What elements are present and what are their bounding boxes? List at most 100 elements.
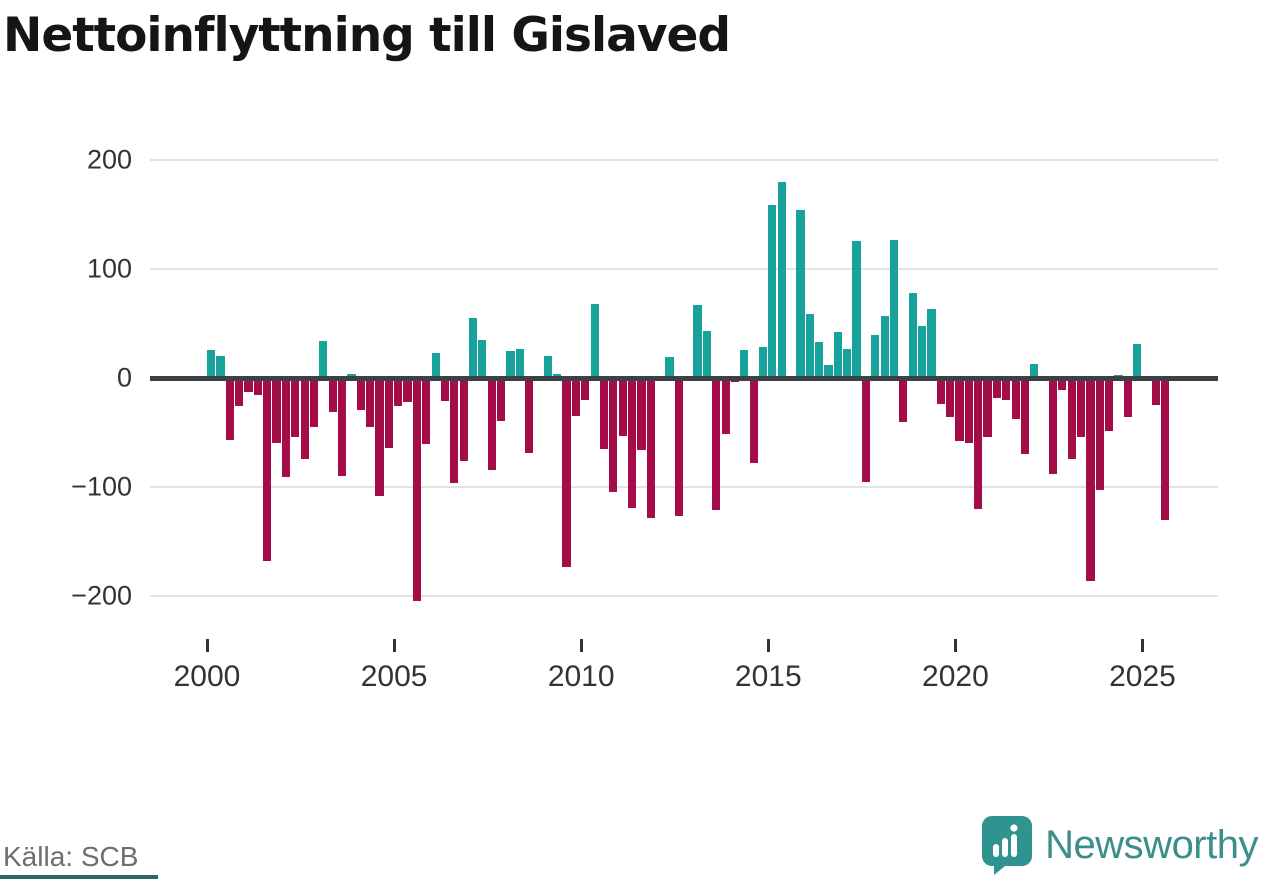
bar-negative [235,378,244,407]
bar-positive [553,373,562,378]
bar-negative [674,378,683,517]
bar-negative [263,378,272,562]
x-axis-label: 2010 [547,660,615,693]
bar-negative [1020,378,1030,455]
bar-positive [431,352,440,378]
bar-positive [917,325,927,378]
bar-negative [1105,378,1114,432]
x-axis-label: 2000 [173,660,241,693]
bar-negative [337,378,347,477]
bar-negative [412,378,421,602]
chart-title: Nettoinflyttning till Gislaved [3,8,731,63]
bar-positive [927,309,936,378]
gridline [150,595,1218,597]
y-axis-label: −100 [71,471,132,502]
x-axis-tick [1141,639,1144,652]
bar-negative [1095,378,1104,491]
bar-negative [272,378,281,444]
bar-positive [908,292,917,378]
bar-negative [384,378,393,448]
y-axis-label: 100 [86,253,132,284]
bar-positive [758,347,768,378]
bar-negative [253,378,262,396]
bar-positive [815,342,824,378]
brand-name: Newsworthy [1045,822,1258,867]
bar-positive [889,239,899,378]
bar-negative [459,378,468,461]
bar-negative [244,378,253,393]
bar-negative [618,378,627,436]
bar-negative [946,378,955,418]
brand-logo: Newsworthy [981,815,1258,875]
x-axis-label: 2020 [922,660,989,693]
gridline [150,159,1218,161]
bar-positive [796,210,805,378]
bar-negative [1123,378,1132,418]
bar-positive [824,364,833,378]
bar-negative [356,378,365,410]
bar-negative [375,378,384,496]
bar-positive [1030,363,1039,378]
bar-negative [1077,378,1086,437]
bar-negative [609,378,618,493]
bar-positive [665,357,674,378]
bar-negative [899,378,908,422]
source-note: Källa: SCB [3,841,139,872]
bar-positive [543,356,552,378]
bar-negative [487,378,496,470]
bar-negative [440,378,450,401]
bar-negative [1048,378,1058,474]
x-axis-tick [953,639,957,652]
bar-negative [291,378,300,437]
bar-positive [207,349,216,378]
bar-positive [702,331,711,378]
bar-negative [1151,378,1161,406]
bar-negative [581,378,590,400]
bar-negative [1161,378,1170,520]
bar-negative [366,378,375,428]
bar-negative [328,378,337,412]
bar-negative [721,378,730,434]
x-axis-tick [579,639,583,652]
x-axis-label: 2005 [360,660,428,693]
bar-negative [599,378,609,449]
bar-negative [964,378,973,444]
footer-accent-strip [0,875,158,879]
bar-negative [749,378,758,464]
bar-positive [843,348,852,378]
bar-negative [450,378,459,483]
bar-positive [216,356,225,378]
bar-negative [403,378,412,402]
bar-negative [637,378,646,450]
bar-negative [1058,378,1067,390]
bar-negative [974,378,983,509]
bar-positive [777,181,786,378]
bar-negative [571,378,581,417]
x-axis-tick [205,639,209,652]
bar-negative [936,378,945,405]
bar-positive [693,304,702,378]
bar-negative [983,378,992,437]
bar-negative [861,378,871,482]
bar-positive [319,340,328,378]
bar-negative [712,378,721,510]
bar-positive [740,349,749,378]
bar-negative [562,378,571,567]
x-axis-label: 2025 [1109,660,1176,693]
bar-negative [955,378,964,442]
x-axis-tick [766,639,770,652]
y-axis-label: 200 [86,144,132,175]
bar-negative [525,378,534,454]
y-axis-label: 0 [116,362,132,393]
bar-positive [590,303,599,378]
bar-negative [309,378,319,428]
bar-positive [768,204,777,378]
bar-positive [515,348,524,378]
bar-positive [347,373,356,378]
bar-negative [225,378,234,441]
bar-negative [1002,378,1011,400]
bar-positive [833,332,842,378]
bar-positive [852,240,861,378]
bar-negative [497,378,506,421]
